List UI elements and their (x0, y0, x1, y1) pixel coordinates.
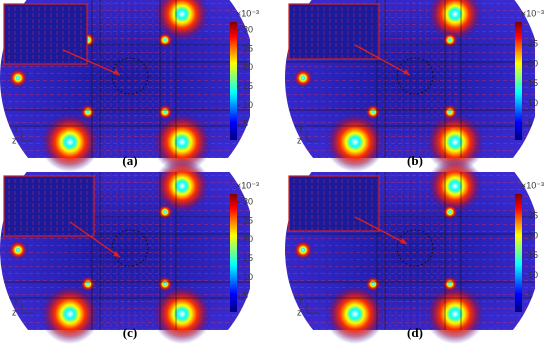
hot-spot (40, 112, 100, 172)
colorbar-label: 15 (528, 78, 538, 88)
inset-arrows (5, 5, 86, 63)
center-ring (396, 229, 434, 267)
hot-spot (365, 276, 381, 292)
hot-spot (293, 240, 313, 260)
pointer-arrow (69, 221, 121, 258)
hot-spot (427, 0, 483, 42)
hot-spot (425, 112, 485, 172)
hot-spot (40, 284, 100, 344)
hot-spot (442, 276, 458, 292)
hot-spot (157, 204, 173, 220)
hot-spot (425, 284, 485, 344)
hot-spot (427, 158, 483, 214)
axis-label: y (299, 294, 304, 304)
colorbar-label: 10 (528, 270, 538, 280)
hot-spot (8, 68, 28, 88)
pointer-head (403, 69, 410, 75)
colorbar-label: 25 (243, 215, 253, 225)
hot-spot (157, 32, 173, 48)
axis-label: z (297, 307, 302, 317)
colorbar-label: 15 (243, 253, 253, 263)
inset-arrows (5, 177, 93, 235)
colorbar-label: 10 (243, 272, 253, 282)
pointer-arrow (62, 49, 121, 76)
colorbar-label: 20 (243, 62, 253, 72)
axis-label: z (12, 307, 17, 317)
pointer-arrow (354, 216, 408, 245)
panel-label: (c) (123, 325, 137, 340)
axis-label: z (297, 135, 302, 145)
panel-label: (d) (407, 325, 423, 340)
colorbar-label: 25 (528, 39, 538, 49)
center-ring (396, 57, 434, 95)
hot-spot (157, 104, 173, 120)
pointer-head (400, 238, 407, 244)
colorbar-label: 20 (528, 230, 538, 240)
colorbar-label: 5 (528, 118, 533, 128)
hot-spot (325, 284, 385, 344)
hot-spot (8, 240, 28, 260)
colorbar-label: 25 (243, 43, 253, 53)
colorbar-label: 30 (243, 197, 253, 207)
colorbar (230, 194, 237, 312)
hot-spot (80, 276, 96, 292)
hot-spot (442, 204, 458, 220)
field-domain (285, 0, 535, 172)
hot-spot (442, 32, 458, 48)
center-ring (111, 229, 149, 267)
axis-label: y (14, 122, 19, 132)
hot-spot (80, 104, 96, 120)
field-domain (0, 0, 250, 172)
pointer-head (113, 69, 120, 75)
colorbar (515, 22, 522, 140)
panel-label: (a) (122, 153, 137, 168)
pointer-arrow (354, 44, 411, 76)
colorbar-label: 10 (243, 100, 253, 110)
hot-spot (325, 112, 385, 172)
colorbar-exponent: ×10⁻³ (521, 180, 544, 190)
hot-spot (154, 158, 210, 214)
colorbar-label: 5 (243, 291, 248, 301)
hot-spot (152, 112, 212, 172)
panel: ×10⁻³ 30 25 20 15 10 5 yz (c) (0, 158, 259, 344)
colorbar-label: 15 (528, 250, 538, 260)
colorbar-label: 20 (243, 234, 253, 244)
hot-spot (152, 284, 212, 344)
colorbar (230, 22, 237, 140)
colorbar-label: 5 (528, 290, 533, 300)
axis-label: z (12, 135, 17, 145)
colorbar-label: 20 (528, 58, 538, 68)
colorbar-label: 10 (528, 98, 538, 108)
center-ring (111, 57, 149, 95)
hot-spot (293, 68, 313, 88)
hot-spot (157, 276, 173, 292)
colorbar-label: 25 (528, 211, 538, 221)
colorbar (515, 194, 522, 312)
axis-label: y (14, 294, 19, 304)
colorbar-exponent: ×10⁻³ (521, 8, 544, 18)
panel: ×10⁻³ 30 25 20 15 10 5 yz (a) (0, 0, 259, 172)
pointer-head (113, 251, 120, 257)
colorbar-label: 30 (243, 25, 253, 35)
panel: ×10⁻³ 25 20 15 10 5 yz (b) (285, 0, 544, 172)
colorbar-exponent: ×10⁻³ (236, 180, 259, 190)
hot-spot (365, 104, 381, 120)
colorbar-exponent: ×10⁻³ (236, 8, 259, 18)
axis-label: y (299, 122, 304, 132)
colorbar-label: 5 (243, 119, 248, 129)
hot-spot (442, 104, 458, 120)
colorbar-label: 15 (243, 81, 253, 91)
panel-label: (b) (407, 153, 423, 168)
panel: ×10⁻³ 25 20 15 10 5 yz (d) (285, 158, 544, 344)
hot-spot (154, 0, 210, 42)
